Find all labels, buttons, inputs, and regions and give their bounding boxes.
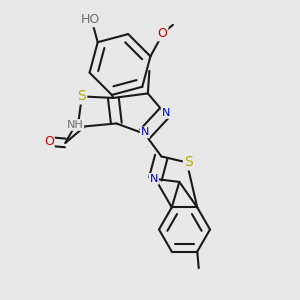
Text: HO: HO [81, 13, 100, 26]
Text: S: S [184, 155, 193, 170]
Text: N: N [141, 128, 149, 137]
Text: N: N [150, 174, 158, 184]
Text: O: O [44, 135, 54, 148]
Text: NH: NH [67, 120, 83, 130]
Text: S: S [77, 89, 86, 103]
Text: O: O [158, 27, 167, 40]
Text: N: N [162, 108, 170, 118]
